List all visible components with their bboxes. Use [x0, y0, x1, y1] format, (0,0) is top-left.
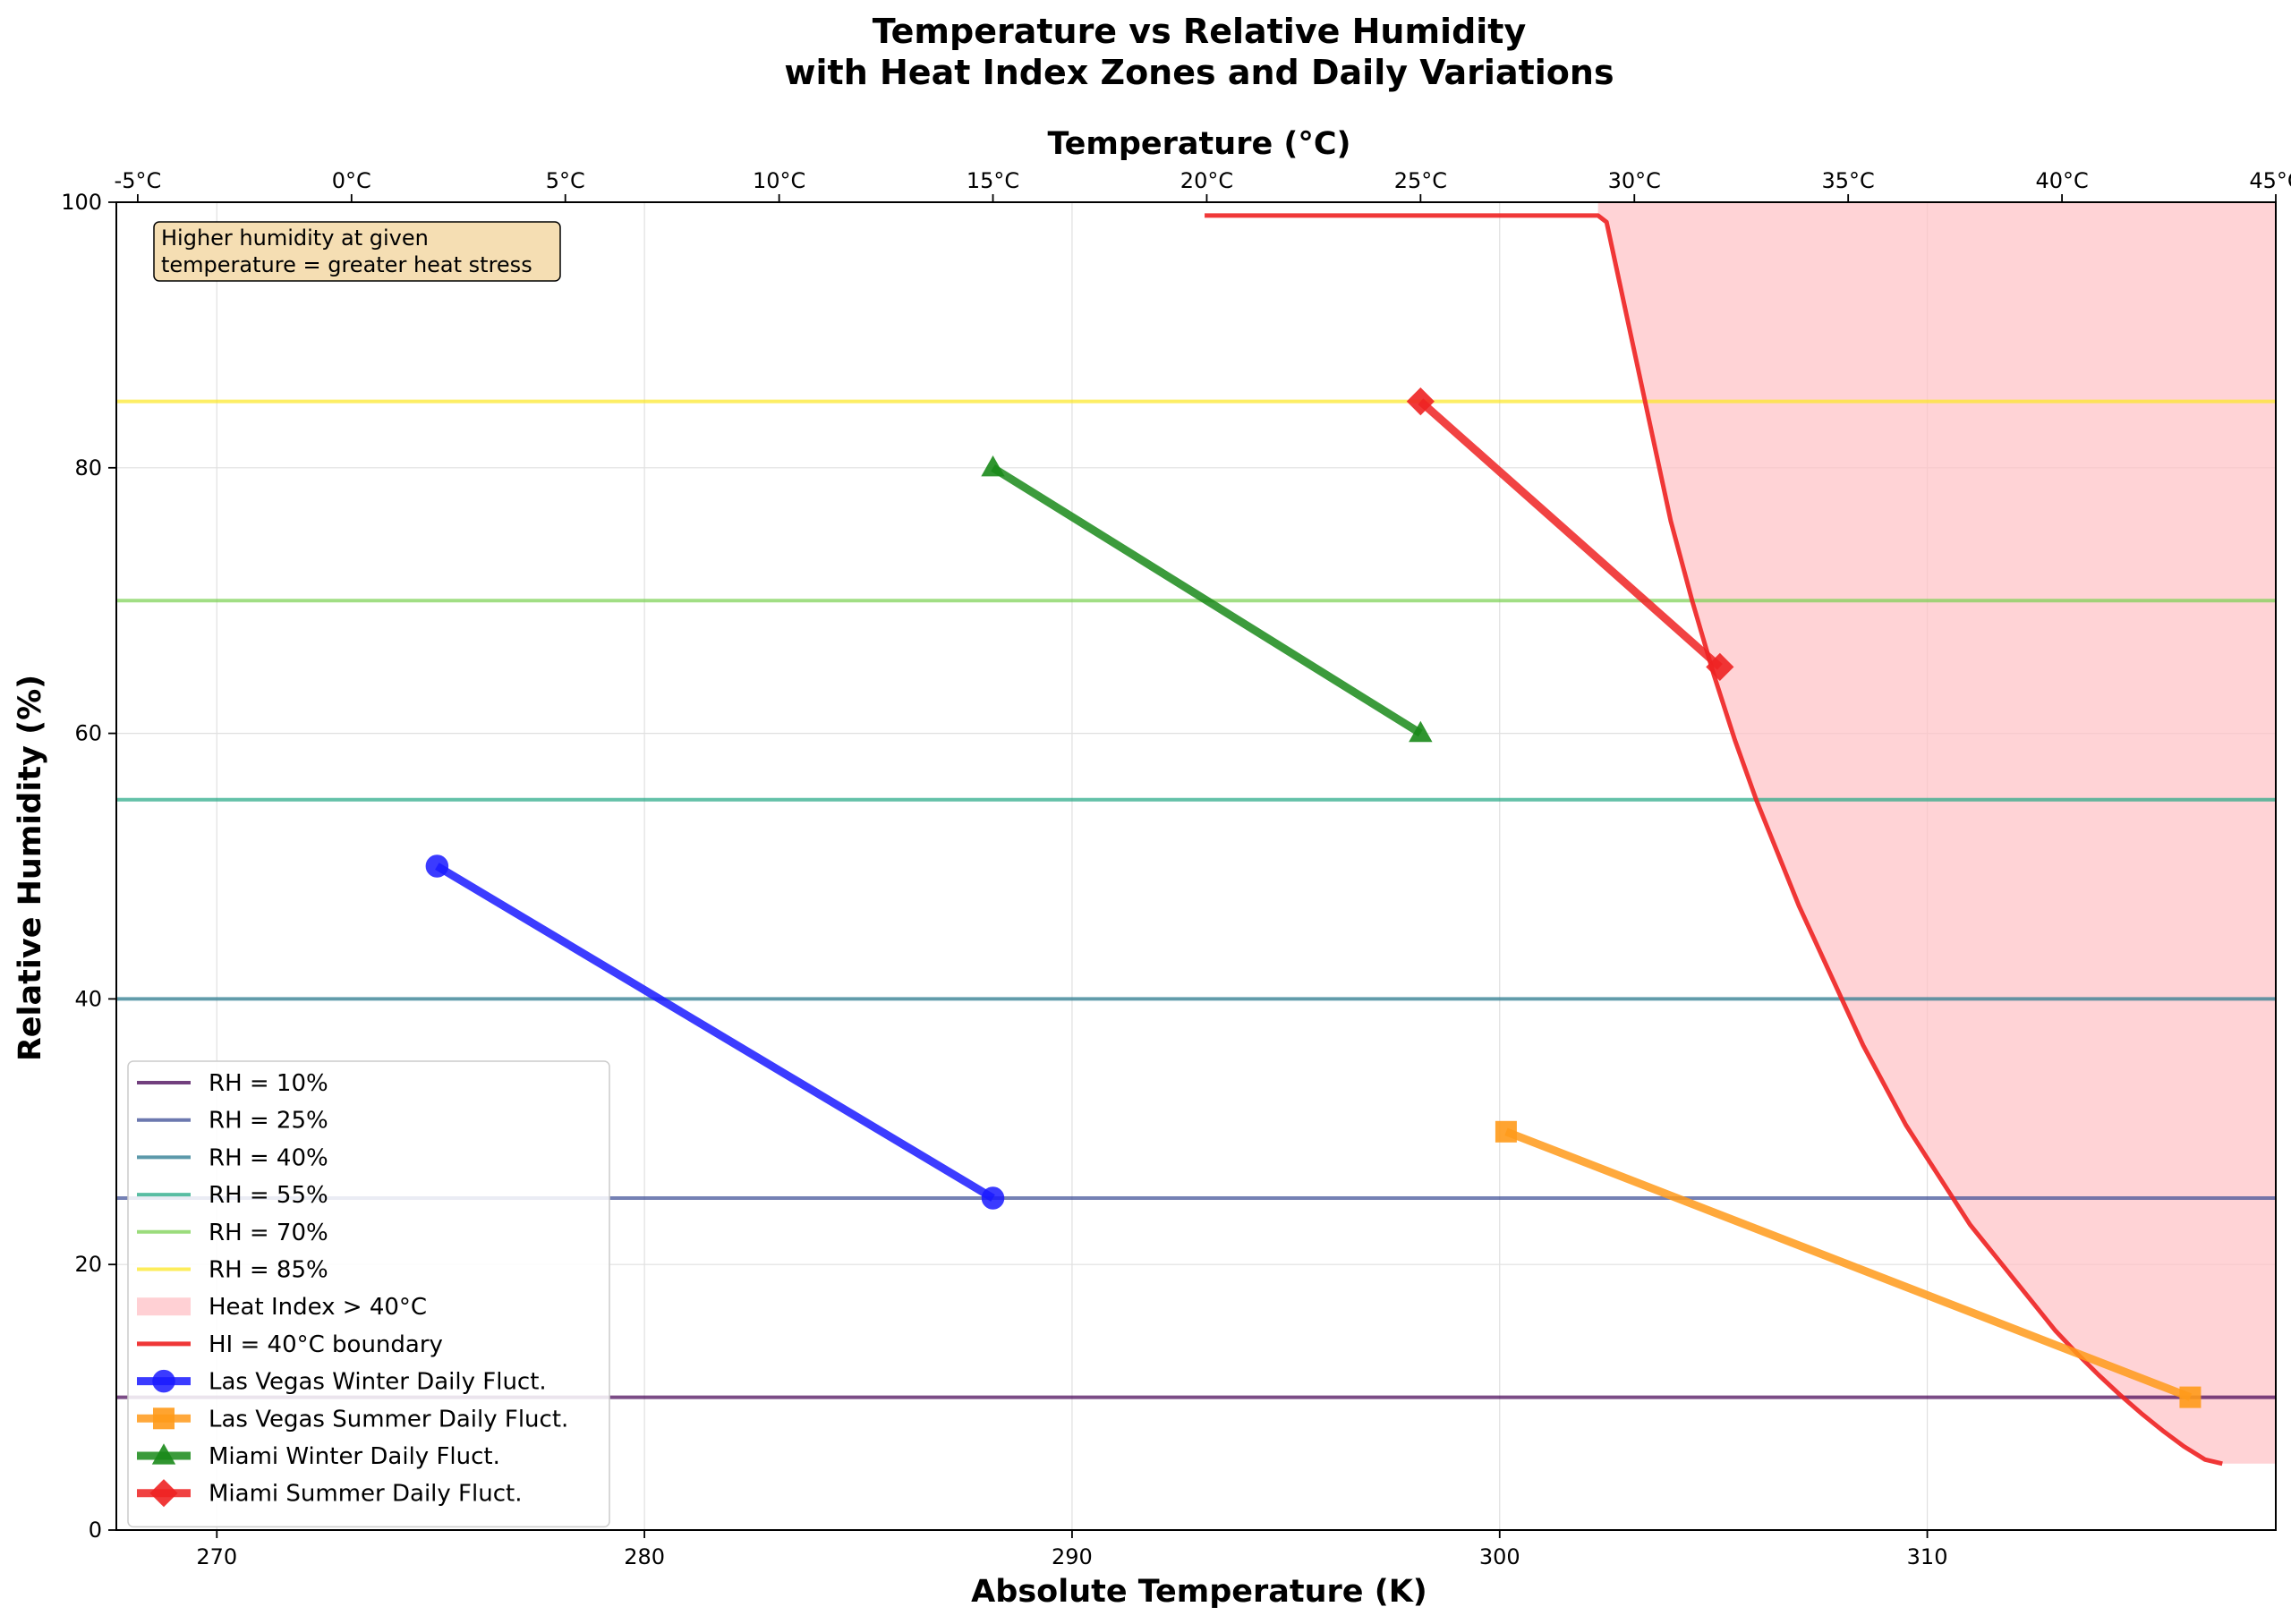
legend-label: RH = 55% [209, 1182, 328, 1209]
heat-zone-layer [1597, 202, 2276, 1464]
series-line [435, 863, 995, 1202]
legend-label: Miami Winter Daily Fluct. [209, 1443, 500, 1470]
series-point [2179, 1386, 2202, 1408]
chart-title: Temperature vs Relative Humidity [873, 12, 1527, 51]
series-point [1495, 1120, 1517, 1143]
legend: RH = 10% RH = 25% RH = 40% RH = 55% RH = 70%… [127, 1060, 610, 1528]
series-point [1706, 652, 1734, 681]
annotation-line-1: Higher humidity at given [161, 225, 429, 251]
x2-tick-label: 5°C [546, 168, 585, 193]
ticks-layer: 270 280 290 300 310 -5°C 0°C 5°C 10°C 15°C 20°C 25°… [61, 168, 2291, 1569]
series-point [1406, 387, 1435, 416]
x2-tick-label: 25°C [1394, 168, 1447, 193]
x-axis-title: Absolute Temperature (K) [971, 1574, 1427, 1610]
x-tick-label: 310 [1907, 1544, 1948, 1569]
series-point [981, 1186, 1005, 1210]
legend-label: RH = 85% [209, 1257, 328, 1284]
annotation-line-2: temperature = greater heat stress [161, 252, 532, 277]
chart-subtitle: with Heat Index Zones and Daily Variatio… [784, 53, 1614, 92]
series-line [991, 463, 1423, 737]
legend-marker [153, 1407, 175, 1430]
legend-label: Las Vegas Winter Daily Fluct. [209, 1369, 547, 1396]
y-axis-title: Relative Humidity (%) [13, 675, 48, 1061]
x2-tick-label: 10°C [753, 168, 805, 193]
legend-marker [151, 1443, 176, 1465]
legend-box [127, 1060, 610, 1528]
legend-marker [149, 1479, 178, 1508]
series-point [981, 455, 1005, 477]
x-tick-label: 280 [624, 1544, 665, 1569]
x2-tick-label: 0°C [332, 168, 371, 193]
y-tick-label: 100 [61, 190, 102, 215]
x2-tick-label: 15°C [967, 168, 1019, 193]
legend-label: Heat Index > 40°C [209, 1294, 427, 1321]
axes-frame [115, 201, 2277, 1531]
legend-label: Las Vegas Summer Daily Fluct. [209, 1406, 568, 1433]
x2-tick-label: -5°C [115, 168, 162, 193]
x-tick-label: 300 [1479, 1544, 1520, 1569]
heat-zone-area [1597, 202, 2276, 1464]
legend-marker [152, 1369, 175, 1393]
x2-tick-label: 20°C [1180, 168, 1233, 193]
series-point [1409, 720, 1433, 743]
x2-tick-label: 35°C [1822, 168, 1875, 193]
y-tick-label: 80 [74, 455, 102, 480]
x-tick-label: 290 [1052, 1544, 1093, 1569]
y-tick-label: 40 [74, 986, 102, 1011]
legend-label: RH = 10% [209, 1070, 328, 1097]
x2-tick-label: 40°C [2035, 168, 2088, 193]
x2-tick-label: 45°C [2249, 168, 2291, 193]
plot-frame [115, 201, 2277, 1531]
y-tick-label: 60 [74, 721, 102, 746]
legend-swatch [137, 1297, 191, 1316]
hi-boundary-line [1205, 213, 2223, 1467]
legend-label: HI = 40°C boundary [209, 1331, 443, 1358]
legend-label: RH = 70% [209, 1220, 328, 1246]
legend-label: RH = 25% [209, 1108, 328, 1135]
legend-label: RH = 40% [209, 1144, 328, 1171]
annotation-box: Higher humidity at given temperature = g… [153, 221, 561, 282]
y-tick-label: 0 [89, 1518, 102, 1543]
legend-label: Miami Summer Daily Fluct. [209, 1481, 522, 1508]
series-point [425, 855, 449, 878]
series-layer [425, 213, 2223, 1467]
x2-tick-label: 30°C [1608, 168, 1661, 193]
x-tick-label: 270 [196, 1544, 237, 1569]
series-line [1418, 398, 1723, 670]
series-line [1504, 1127, 2193, 1401]
x2-axis-title: Temperature (°C) [1047, 126, 1350, 162]
y-tick-label: 20 [74, 1252, 102, 1277]
